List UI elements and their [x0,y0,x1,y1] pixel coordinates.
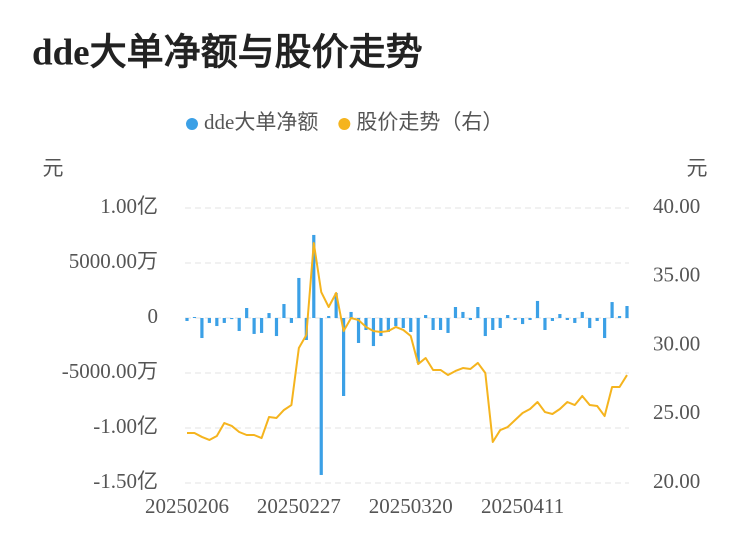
bar [416,318,420,363]
chart-title: dde大单净额与股价走势 [32,31,423,73]
bar [438,318,443,330]
bar [401,318,405,329]
bar [282,304,286,318]
bar [565,318,569,320]
x-tick-label: 20250227 [257,494,341,518]
bar [327,316,331,318]
bar [625,306,629,318]
bar [386,318,390,332]
bar [356,318,361,343]
y-tick-label: 0 [148,304,159,328]
bar [588,318,592,329]
bar [491,318,495,330]
bar [550,318,555,321]
y-tick-label: -1.50亿 [93,469,158,493]
bar [274,318,279,337]
bar [535,300,540,318]
bar [424,315,428,318]
y-tick-label: 5000.00万 [69,249,158,273]
bar [543,318,547,330]
y2-tick-label: 25.00 [653,400,700,424]
y2-tick-label: 40.00 [653,194,700,218]
x-tick-label: 20250411 [481,494,564,518]
bar [617,316,622,318]
price-line [187,242,628,444]
bar [558,314,562,318]
bar [267,313,271,318]
bar [528,318,532,320]
bar [520,318,525,325]
bar [506,315,510,318]
bar [595,318,599,321]
y-tick-label: -1.00亿 [93,414,158,438]
y2-tick-label: 20.00 [653,469,700,493]
bar [431,318,435,330]
y2-tick-label: 35.00 [653,263,700,287]
y-tick-label: -5000.00万 [62,359,158,383]
bar [342,318,346,396]
bar [312,234,316,318]
bar [289,318,294,323]
bar [319,318,323,475]
legend-marker [186,118,198,130]
bar [603,318,607,339]
legend-label: dde大单净额 [204,110,318,134]
legend-label: 股价走势（右） [356,110,503,134]
bar [513,318,517,320]
y-tick-label: 1.00亿 [100,194,158,218]
bar [446,318,450,333]
bar [185,318,189,321]
bar [461,311,465,318]
bar [252,318,256,334]
bar [364,318,368,330]
y-axis-label: 元 [43,156,64,180]
bar [207,318,211,323]
bar [580,311,584,318]
bar [237,318,241,331]
bar [610,302,614,318]
bar [215,318,219,327]
bar [468,318,472,320]
legend-marker [338,118,351,130]
bar [259,318,264,333]
bar [230,318,234,320]
y2-axis-label: 元 [687,156,708,180]
bar [222,318,226,323]
bar [200,318,204,339]
bar [573,318,577,323]
bar [476,307,480,318]
bar [297,277,301,318]
x-tick-label: 20250320 [369,494,453,518]
bar [379,318,383,337]
bar [453,307,458,318]
bar [498,318,502,329]
bar [409,318,413,332]
bar [394,318,398,327]
bar [245,307,249,318]
bar [192,317,197,318]
bar [349,311,353,318]
x-tick-label: 20250206 [145,494,229,518]
bar [483,318,487,337]
y2-tick-label: 30.00 [653,331,700,355]
bar [334,293,338,318]
